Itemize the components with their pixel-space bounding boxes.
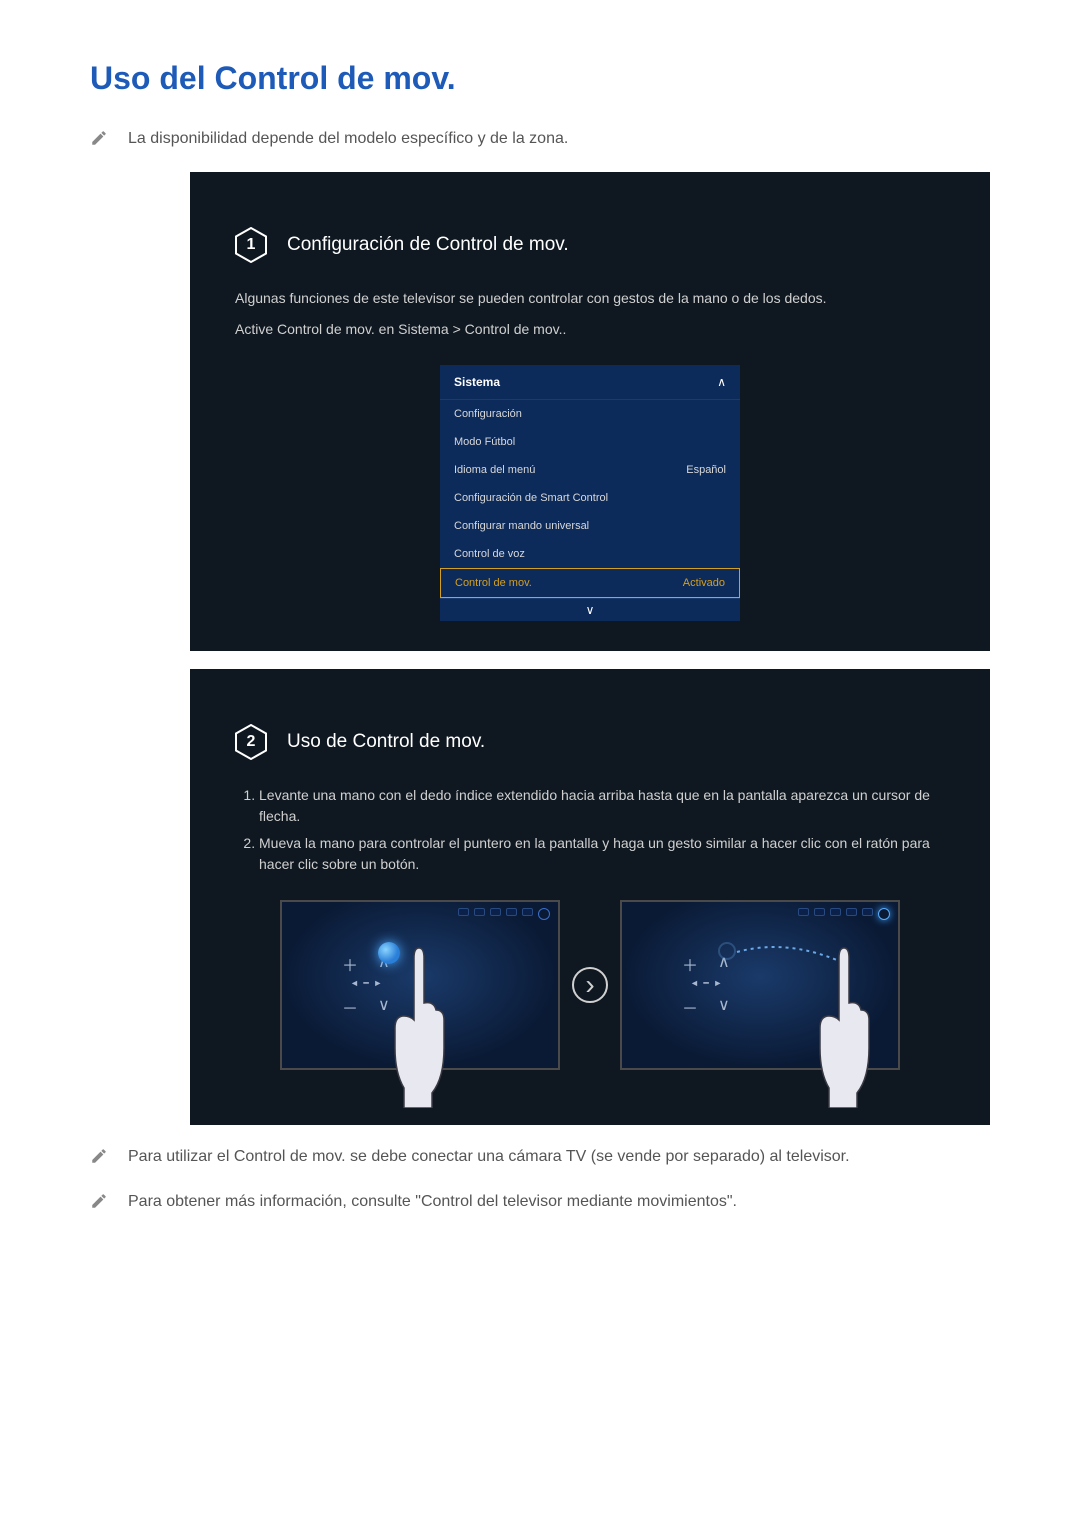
section1-desc1: Algunas funciones de este televisor se p… (235, 288, 945, 309)
hand-illustration (392, 938, 447, 1108)
topbar-icon (798, 908, 809, 916)
menu-item-label: Control de mov. (455, 577, 532, 589)
topbar-icon (506, 908, 517, 916)
note-text: La disponibilidad depende del modelo esp… (128, 127, 568, 151)
note-bottom-1: Para utilizar el Control de mov. se debe… (90, 1145, 990, 1170)
topbar-icon (846, 908, 857, 916)
menu-item-label: Control de voz (454, 548, 525, 560)
menu-item-label: Configuración de Smart Control (454, 492, 608, 504)
topbar-icon (830, 908, 841, 916)
hex-badge-1: 1 (235, 227, 267, 263)
arrow-right-icon: › (572, 967, 608, 1003)
menu-item-label: Idioma del menú (454, 464, 535, 476)
tv-screen-left: ＋∧ ◄ ━ ► －∨ (280, 900, 560, 1070)
menu-item-label: Modo Fútbol (454, 436, 515, 448)
menu-header-title: Sistema (454, 375, 500, 389)
chevron-down-icon: ∨ (586, 603, 595, 617)
badge-number: 1 (235, 227, 267, 263)
menu-footer: ∨ (440, 598, 740, 621)
section-head-2: 2 Uso de Control de mov. (235, 724, 945, 760)
system-menu: Sistema ∧ Configuración Modo Fútbol Idio… (440, 365, 740, 621)
menu-item-value: Activado (683, 577, 725, 589)
menu-item-label: Configuración (454, 408, 522, 420)
cursor-indicator-icon (538, 908, 550, 920)
section-title-2: Uso de Control de mov. (287, 731, 485, 753)
cursor-icon (378, 942, 400, 964)
menu-item-value: Español (686, 464, 726, 476)
pencil-icon (90, 129, 108, 152)
motion-trail (732, 932, 862, 992)
menu-item[interactable]: Configuración de Smart Control (440, 484, 740, 512)
note-text: Para obtener más información, consulte "… (128, 1190, 737, 1214)
pencil-icon (90, 1147, 108, 1170)
menu-item[interactable]: Idioma del menú Español (440, 456, 740, 484)
panel-config: 1 Configuración de Control de mov. Algun… (190, 172, 990, 651)
step-item: Mueva la mano para controlar el puntero … (259, 833, 945, 875)
topbar-icon (522, 908, 533, 916)
cursor-indicator-icon (878, 908, 890, 920)
topbar-icon (458, 908, 469, 916)
note-text: Para utilizar el Control de mov. se debe… (128, 1145, 850, 1169)
tv-screen-right: ＋∧ ◄ ━ ► －∨ (620, 900, 900, 1070)
menu-item[interactable]: Modo Fútbol (440, 428, 740, 456)
menu-header: Sistema ∧ (440, 365, 740, 400)
topbar-icon (862, 908, 873, 916)
note-top: La disponibilidad depende del modelo esp… (90, 127, 990, 152)
chevron-up-icon: ∧ (717, 375, 726, 389)
control-overlay: ＋∧ ◄ ━ ► －∨ (682, 952, 730, 1019)
section-head-1: 1 Configuración de Control de mov. (235, 227, 945, 263)
hex-badge-2: 2 (235, 724, 267, 760)
section-title-1: Configuración de Control de mov. (287, 234, 569, 256)
topbar-icon (490, 908, 501, 916)
menu-item-label: Configurar mando universal (454, 520, 589, 532)
panel-usage: 2 Uso de Control de mov. Levante una man… (190, 669, 990, 1125)
menu-item[interactable]: Configuración (440, 400, 740, 428)
tv-topbar (798, 908, 890, 920)
pencil-icon (90, 1192, 108, 1215)
menu-item[interactable]: Configurar mando universal (440, 512, 740, 540)
step-item: Levante una mano con el dedo índice exte… (259, 785, 945, 827)
menu-item-selected[interactable]: Control de mov. Activado (440, 568, 740, 598)
topbar-icon (474, 908, 485, 916)
tv-topbar (458, 908, 550, 920)
topbar-icon (814, 908, 825, 916)
badge-number: 2 (235, 724, 267, 760)
steps-list: Levante una mano con el dedo índice exte… (235, 785, 945, 875)
menu-item[interactable]: Control de voz (440, 540, 740, 568)
tv-illustration-row: ＋∧ ◄ ━ ► －∨ › ＋∧ (235, 900, 945, 1070)
note-bottom-2: Para obtener más información, consulte "… (90, 1190, 990, 1215)
page-title: Uso del Control de mov. (90, 60, 990, 97)
section1-desc2: Active Control de mov. en Sistema > Cont… (235, 319, 945, 340)
